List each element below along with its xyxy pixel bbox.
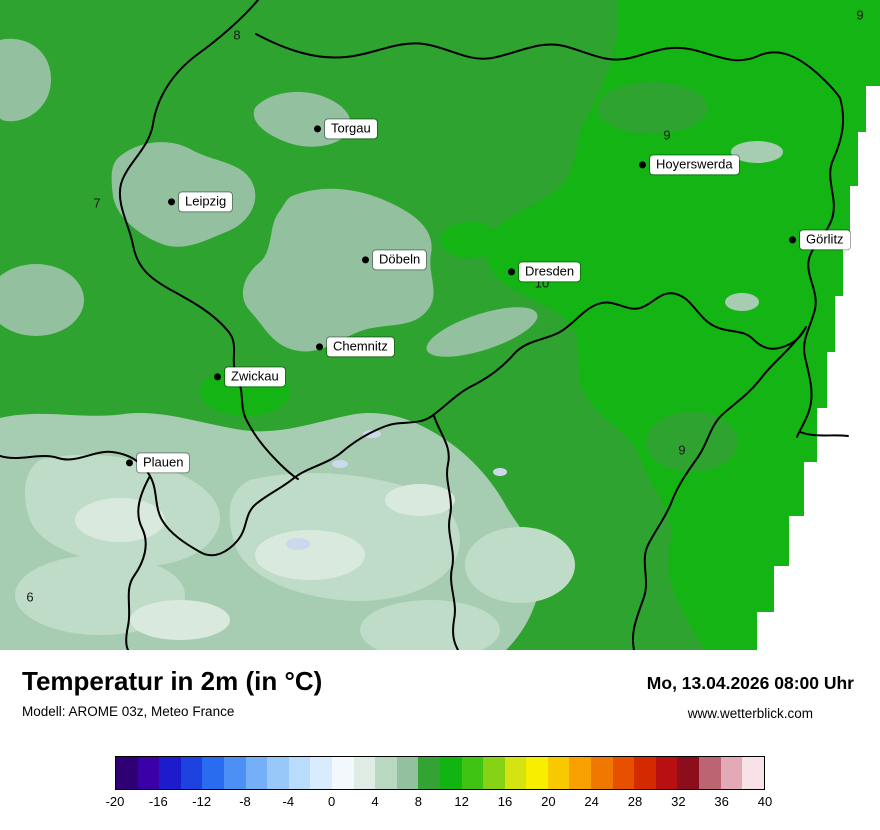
colorbar-cells <box>115 756 765 790</box>
colorbar-cell <box>418 757 440 789</box>
temperature-colorbar: -20 -16 -12 -8 -4 0 4 8 12 16 20 24 28 32 36 40 <box>106 756 773 812</box>
region-cold-spot <box>332 460 348 468</box>
website-url: www.wetterblick.com <box>687 706 814 721</box>
colorbar-tick-label: -4 <box>282 794 295 809</box>
border-east-branch <box>799 431 849 437</box>
map-canvas <box>0 0 880 650</box>
colorbar-cell <box>655 757 678 789</box>
border-lines <box>0 0 849 650</box>
colorbar-tick-label: 4 <box>371 794 379 809</box>
region-bright-patch <box>440 222 500 258</box>
colorbar-cell <box>288 757 311 789</box>
region-cold-spot <box>493 468 507 476</box>
region-cold-spot <box>363 430 381 438</box>
colorbar-cell <box>504 757 527 789</box>
region-medium-patch <box>555 490 645 600</box>
colorbar-cell <box>742 757 764 789</box>
border-poland-east <box>796 97 845 438</box>
colorbar-cell <box>677 757 700 789</box>
colorbar-tick-label: -8 <box>239 794 251 809</box>
page-title: Temperatur in 2m (in °C) <box>22 666 323 696</box>
border-czech-poland <box>632 326 807 650</box>
colorbar-cell <box>569 757 592 789</box>
region-pale-patch <box>255 530 365 580</box>
model-info: Modell: AROME 03z, Meteo France <box>22 704 235 719</box>
colorbar-tick-label: 32 <box>671 794 686 809</box>
region-sage-topleft <box>0 38 51 122</box>
colorbar-cell <box>353 757 376 789</box>
colorbar-tick-label: 36 <box>714 794 729 809</box>
border-south-center <box>433 415 459 650</box>
colorbar-tick-label: 8 <box>414 794 422 809</box>
colorbar-cell <box>439 757 462 789</box>
colorbar-cell <box>375 757 397 789</box>
colorbar-cell <box>612 757 635 789</box>
region-cold-spot <box>286 538 310 550</box>
colorbar-cell <box>396 757 419 789</box>
temperature-map: 8 9 7 9 10 9 6 Torgau Leipzig Hoyerswerda Görlitz… <box>0 0 880 650</box>
colorbar-cell <box>310 757 332 789</box>
colorbar-cell <box>526 757 548 789</box>
region-mint-patch <box>360 600 500 650</box>
colorbar-tick-labels: -20 -16 -12 -8 -4 0 4 8 12 16 20 24 28 32 36 40 <box>106 794 773 812</box>
colorbar-cell <box>634 757 656 789</box>
region-pale-patch <box>75 498 165 542</box>
colorbar-cell <box>483 757 505 789</box>
border-saxony-north <box>255 33 841 99</box>
colorbar-cell <box>699 757 721 789</box>
colorbar-cell <box>159 757 181 789</box>
colorbar-tick-label: 28 <box>627 794 643 809</box>
colorbar-tick-label: 40 <box>757 794 773 809</box>
region-sage-central <box>242 188 434 352</box>
colorbar-tick-label: 20 <box>541 794 556 809</box>
border-saxony-west <box>118 0 299 480</box>
region-sage-valley <box>426 307 538 357</box>
colorbar-cell <box>267 757 289 789</box>
colorbar-tick-label: 16 <box>497 794 513 809</box>
colorbar-cell <box>223 757 246 789</box>
region-bright-east <box>485 0 880 650</box>
colorbar-cell <box>137 757 160 789</box>
colorbar-cell <box>116 757 138 789</box>
region-pale-patch <box>130 600 230 640</box>
colorbar-tick-label: -16 <box>148 794 168 809</box>
colorbar-cell <box>245 757 268 789</box>
colorbar-cell <box>547 757 570 789</box>
colorbar-tick-label: 12 <box>454 794 469 809</box>
region-sage-patch <box>725 293 759 311</box>
region-sage-west <box>0 264 84 336</box>
colorbar-cell <box>202 757 224 789</box>
colorbar-cell <box>180 757 203 789</box>
region-pale-patch <box>385 484 455 516</box>
border-vogtland-south <box>125 475 151 650</box>
colorbar-tick-label: -12 <box>192 794 212 809</box>
footer-header: Temperatur in 2m (in °C) Modell: AROME 0… <box>0 650 880 721</box>
region-sage-patch <box>731 141 783 163</box>
region-medium-patch <box>646 412 738 472</box>
colorbar-cell <box>331 757 354 789</box>
temperature-regions <box>0 0 880 650</box>
region-medium-patch <box>597 82 707 134</box>
footer-right: Mo, 13.04.2026 08:00 Uhr www.wetterblick… <box>647 673 854 721</box>
region-bright-patch <box>200 368 290 416</box>
border-czech-ridge <box>0 292 807 557</box>
colorbar-tick-label: 24 <box>584 794 599 809</box>
colorbar-cell <box>461 757 484 789</box>
colorbar-cell <box>720 757 743 789</box>
colorbar-cell <box>591 757 613 789</box>
model-domain-edge <box>757 86 880 650</box>
colorbar-tick-label: 0 <box>328 794 336 809</box>
footer: Temperatur in 2m (in °C) Modell: AROME 0… <box>0 650 880 830</box>
colorbar-tick-label: -20 <box>105 794 125 809</box>
region-mint-patch <box>465 527 575 603</box>
footer-left: Temperatur in 2m (in °C) Modell: AROME 0… <box>22 666 322 719</box>
forecast-datetime: Mo, 13.04.2026 08:00 Uhr <box>646 673 854 693</box>
